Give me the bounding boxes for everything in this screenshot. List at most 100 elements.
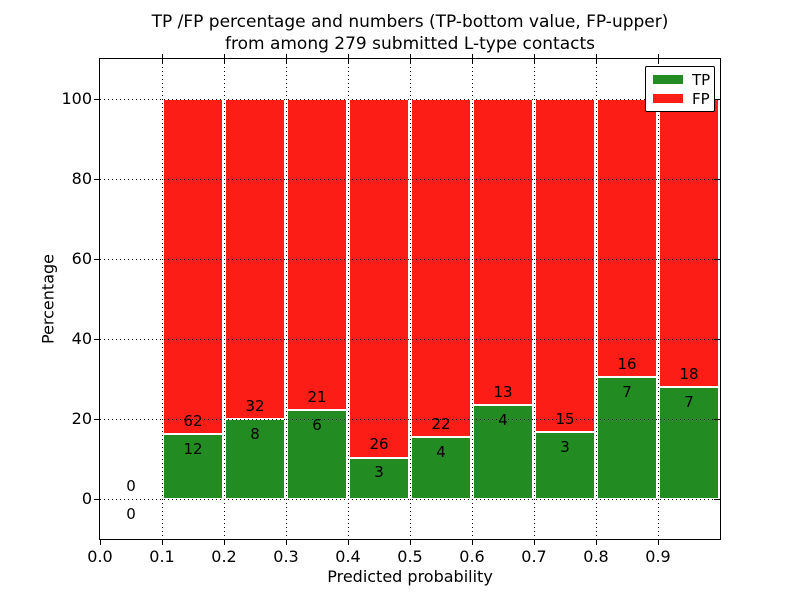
tp-count-label: 12: [183, 439, 203, 458]
fp-legend-swatch: [653, 94, 683, 103]
y-tick-left: [94, 258, 100, 260]
tp-legend-label: TP: [692, 70, 711, 89]
x-tick-bottom: [285, 540, 287, 545]
tp-count-label: 6: [312, 415, 322, 434]
x-tick-label: 0.5: [397, 547, 423, 566]
y-tick-left: [94, 338, 100, 340]
tp-count-label: 0: [126, 504, 136, 523]
fp-count-label: 16: [617, 355, 637, 374]
bar-fp-segment: [597, 99, 657, 378]
x-tick-label: 0.4: [335, 547, 361, 566]
bar-fp-segment: [411, 99, 471, 438]
bar-tp-segment: [597, 377, 657, 499]
x-tick-bottom: [471, 540, 473, 545]
bar-tp-segment: [659, 387, 719, 499]
bar-tp-segment: [163, 434, 223, 499]
y-tick-right: [714, 258, 720, 260]
tp-count-label: 7: [622, 383, 632, 402]
y-tick-label: 0: [81, 489, 92, 508]
x-gridline: [533, 59, 535, 539]
x-gridline: [285, 59, 287, 539]
x-gridline: [471, 59, 473, 539]
fp-legend-label: FP: [692, 89, 710, 108]
x-tick-bottom: [99, 540, 101, 545]
x-tick-top: [285, 54, 287, 64]
x-tick-label: 0.7: [521, 547, 547, 566]
bar-tp-segment: [473, 404, 533, 499]
x-tick-label: 0.8: [583, 547, 609, 566]
x-tick-label: 0.9: [645, 547, 671, 566]
x-tick-label: 0.6: [459, 547, 485, 566]
grid-layer: [100, 59, 720, 539]
x-axis-label: Predicted probability: [327, 567, 493, 586]
x-gridline: [657, 59, 659, 539]
y-tick-right: [714, 338, 720, 340]
x-tick-bottom: [595, 540, 597, 545]
bar-tp-segment: [535, 432, 595, 499]
tp-count-label: 4: [498, 410, 508, 429]
x-gridline: [161, 59, 163, 539]
tp-count-label: 8: [250, 424, 260, 443]
y-tick-label: 100: [61, 89, 92, 108]
x-tick-label: 0.2: [211, 547, 237, 566]
x-gridline: [347, 59, 349, 539]
y-tick-left: [94, 98, 100, 100]
x-tick-top: [161, 54, 163, 64]
fp-count-label: 26: [369, 435, 389, 454]
x-tick-bottom: [409, 540, 411, 545]
x-tick-top: [409, 54, 411, 64]
x-tick-bottom: [533, 540, 535, 545]
x-tick-bottom: [161, 540, 163, 545]
fp-count-label: 0: [126, 476, 136, 495]
bar-fp-segment: [349, 99, 409, 458]
bars-layer: [100, 59, 720, 539]
x-gridline: [409, 59, 411, 539]
fp-count-label: 21: [307, 387, 327, 406]
x-tick-top: [595, 54, 597, 64]
x-tick-top: [471, 54, 473, 64]
bar-fp-segment: [535, 99, 595, 433]
legend: TP FP: [645, 66, 715, 112]
y-tick-right: [714, 418, 720, 420]
y-tick-left: [94, 498, 100, 500]
bar-tp-segment: [411, 437, 471, 499]
x-tick-label: 0.3: [273, 547, 299, 566]
x-tick-bottom: [223, 540, 225, 545]
fp-count-label: 32: [245, 396, 265, 415]
fp-count-label: 15: [555, 410, 575, 429]
y-tick-right: [714, 498, 720, 500]
fp-count-label: 62: [183, 411, 203, 430]
fp-count-label: 22: [431, 415, 451, 434]
bar-tp-segment: [349, 457, 409, 499]
x-tick-bottom: [347, 540, 349, 545]
plot-area: 0 0 62 12 32 8 21 6 26 3 22 4 13 4 15 3 16 7 18 7 TP FP: [99, 58, 721, 540]
x-tick-label: 0.0: [87, 547, 113, 566]
x-tick-top: [533, 54, 535, 64]
annotations-layer: 0 0 62 12 32 8 21 6 26 3 22 4 13 4 15 3 16 7 18 7: [100, 59, 720, 539]
chart-title-line2: from among 279 submitted L-type contacts: [224, 34, 595, 54]
fp-count-label: 13: [493, 382, 513, 401]
x-tick-top: [347, 54, 349, 64]
tp-count-label: 4: [436, 443, 446, 462]
tp-legend-swatch: [653, 75, 683, 84]
x-tick-label: 0.1: [149, 547, 175, 566]
bar-fp-segment: [163, 99, 223, 435]
y-tick-label: 20: [71, 409, 92, 428]
legend-item-tp: TP: [646, 70, 714, 89]
fp-count-label: 18: [679, 364, 699, 383]
x-tick-top: [657, 54, 659, 64]
x-tick-top: [223, 54, 225, 64]
y-tick-left: [94, 178, 100, 180]
y-tick-right: [714, 178, 720, 180]
x-tick-bottom: [657, 540, 659, 545]
bar-fp-segment: [473, 99, 533, 405]
tp-count-label: 7: [684, 392, 694, 411]
bar-tp-segment: [287, 410, 347, 499]
y-tick-label: 80: [71, 169, 92, 188]
x-gridline: [595, 59, 597, 539]
chart-title: TP /FP percentage and numbers (TP-bottom…: [100, 11, 720, 55]
tp-count-label: 3: [374, 463, 384, 482]
chart-title-line1: TP /FP percentage and numbers (TP-bottom…: [151, 12, 669, 32]
